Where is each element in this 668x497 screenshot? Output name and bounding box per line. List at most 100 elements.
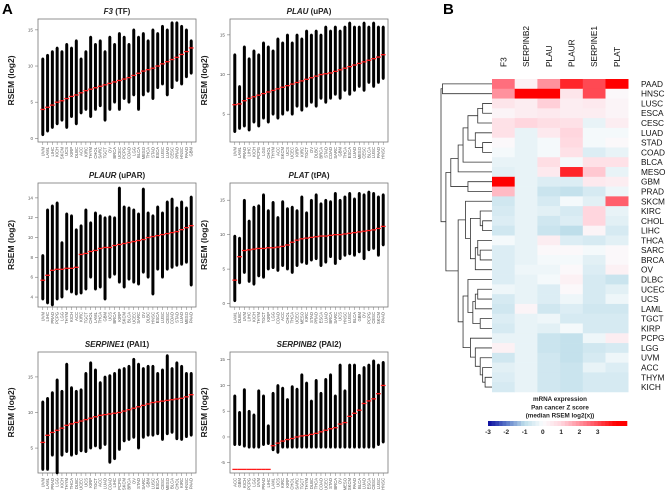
- heatmap-cell: [514, 372, 538, 383]
- outlier-point: [338, 363, 342, 367]
- dendrogram-branch: [482, 367, 492, 383]
- legend-title-line: (median RSEM log2(x)): [526, 413, 595, 420]
- x-tick-label: GBM: [189, 146, 194, 156]
- x-tick-label: UVM: [242, 311, 247, 321]
- heatmap-cell: [492, 157, 515, 168]
- heatmap-cell: [492, 352, 515, 363]
- data-column-ucs: [338, 200, 342, 259]
- x-tick-label: KICH: [242, 478, 247, 488]
- outlier-point: [113, 100, 116, 104]
- heatmap-cell: [537, 127, 561, 138]
- heatmap-cell: [560, 118, 584, 129]
- dendrogram-branch: [474, 132, 492, 148]
- colorbar-segment: [561, 421, 566, 426]
- x-tick-label: KICH: [251, 312, 256, 322]
- outlier-point: [127, 438, 131, 441]
- heatmap-row-label: LUSC: [641, 98, 663, 108]
- data-column-prad: [314, 194, 318, 259]
- heatmap-row-label: DLBC: [641, 274, 663, 284]
- outlier-point: [60, 389, 64, 393]
- colorbar-segment: [509, 421, 514, 426]
- x-tick-label: LIHC: [247, 312, 252, 322]
- y-axis-label: RSEM (log2): [199, 387, 209, 437]
- outlier-point: [156, 268, 159, 271]
- outlier-point: [276, 216, 280, 219]
- data-column-brca: [113, 44, 117, 103]
- dendrogram-branch: [482, 220, 492, 231]
- x-tick-label: TGCT: [83, 312, 88, 324]
- data-column-dlbc: [309, 400, 313, 448]
- x-tick-label: PRAD: [242, 147, 247, 159]
- outlier-point: [156, 372, 159, 375]
- outlier-point: [70, 290, 73, 294]
- data-column-sarc: [333, 26, 337, 95]
- heatmap-cell: [514, 215, 538, 226]
- outlier-point: [310, 33, 313, 37]
- x-tick-label: LIHC: [50, 147, 55, 157]
- heatmap-cell: [514, 382, 538, 393]
- y-tick-label: 5: [30, 100, 33, 105]
- outlier-point: [60, 295, 64, 299]
- outlier-point: [41, 297, 45, 301]
- data-column-luad: [324, 200, 328, 263]
- outlier-point: [132, 357, 136, 361]
- data-column-luad: [362, 367, 366, 448]
- outlier-point: [94, 444, 97, 448]
- heatmap-cell: [582, 127, 606, 138]
- heatmap-row-label: ACC: [641, 363, 659, 373]
- y-tick-label: 15: [220, 357, 226, 362]
- outlier-point: [243, 198, 246, 202]
- data-column-pcpg: [247, 411, 251, 448]
- outlier-point: [247, 409, 251, 413]
- data-column-pcpg: [122, 37, 126, 99]
- outlier-point: [329, 97, 332, 100]
- heatmap-cell: [582, 255, 606, 266]
- data-column-kirc: [281, 388, 285, 448]
- outlier-point: [367, 445, 371, 449]
- outlier-point: [377, 443, 380, 446]
- x-tick-label: PCPG: [247, 478, 252, 490]
- data-column-blca: [367, 26, 371, 83]
- colorbar-tick-label: 0: [541, 429, 545, 436]
- outlier-point: [55, 378, 59, 382]
- outlier-point: [338, 198, 342, 202]
- outlier-point: [122, 35, 126, 39]
- heatmap-row-label: UVM: [641, 353, 660, 363]
- data-column-acc: [79, 58, 83, 114]
- dendrogram-branch: [457, 219, 466, 323]
- data-column-lusc: [151, 366, 155, 436]
- x-tick-label: UVM: [40, 477, 45, 487]
- heatmap-cell: [582, 186, 606, 197]
- heatmap-cell: [537, 206, 561, 217]
- outlier-point: [165, 268, 169, 271]
- heatmap-cell: [560, 245, 584, 256]
- outlier-point: [103, 375, 107, 379]
- data-column-lihc: [46, 209, 50, 304]
- heatmap-row-label: ESCA: [641, 108, 664, 118]
- heatmap-row-label: LIHC: [641, 226, 660, 236]
- y-tick-label: 0: [222, 434, 225, 439]
- outlier-point: [281, 41, 284, 45]
- outlier-point: [70, 386, 73, 389]
- outlier-point: [185, 206, 188, 210]
- x-tick-label: PRAD: [314, 312, 319, 324]
- data-column-tgct: [300, 374, 304, 448]
- data-column-stad: [175, 207, 179, 266]
- heatmap-cell: [514, 255, 538, 266]
- heatmap-cell: [537, 118, 561, 129]
- data-column-kich: [70, 215, 74, 293]
- panel-label-a: A: [2, 1, 13, 18]
- outlier-point: [353, 363, 356, 367]
- outlier-point: [334, 25, 337, 29]
- data-column-skcm: [122, 206, 126, 288]
- heatmap-cell: [492, 167, 515, 178]
- outlier-point: [372, 192, 375, 195]
- outlier-point: [122, 285, 126, 289]
- x-tick-label: KICH: [59, 478, 64, 488]
- outlier-point: [151, 214, 155, 218]
- x-tick-label: KIRC: [179, 478, 184, 488]
- title-suffix: (PAI1): [124, 340, 149, 349]
- x-tick-label: LUAD: [362, 478, 367, 489]
- x-tick-label: LUAD: [165, 147, 170, 158]
- outlier-point: [367, 248, 371, 252]
